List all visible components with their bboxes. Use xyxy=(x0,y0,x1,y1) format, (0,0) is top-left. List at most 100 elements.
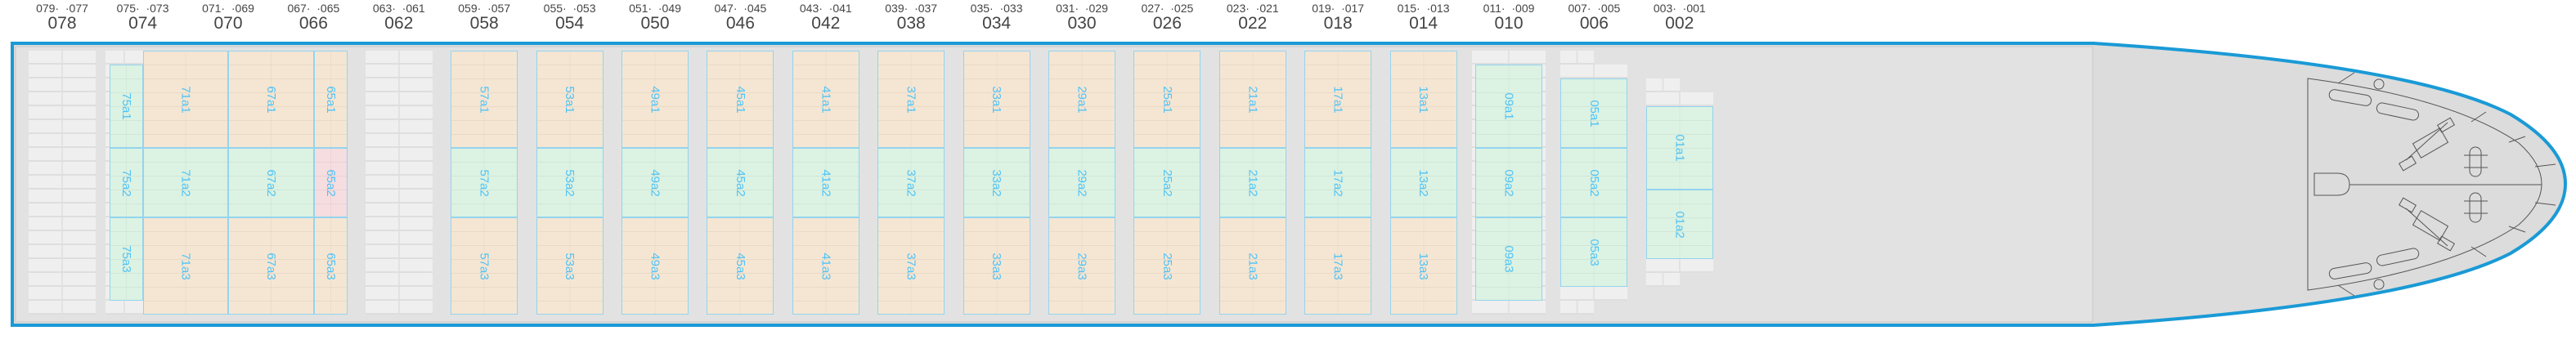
hatch-cover[interactable]: 53a3 xyxy=(536,217,604,315)
hatch-cover[interactable]: 17a2 xyxy=(1304,148,1372,217)
bay-range-label: 047· ·045 xyxy=(714,2,767,15)
bay-range-label: 067· ·065 xyxy=(287,2,340,15)
hatch-cover[interactable]: 41a1 xyxy=(792,51,859,148)
capstan-icon xyxy=(2464,146,2488,177)
hatch-cover[interactable]: 17a1 xyxy=(1304,51,1372,148)
hatch-cover[interactable]: 45a1 xyxy=(707,51,774,148)
hatch-cover[interactable]: 45a3 xyxy=(707,217,774,315)
hatch-cover[interactable]: 09a3 xyxy=(1475,217,1542,301)
hatch-cover[interactable]: 21a1 xyxy=(1218,51,1286,148)
hatch-label: 71a2 xyxy=(178,168,193,197)
hatch-cover[interactable]: 09a1 xyxy=(1475,65,1542,148)
hatch-label: 41a2 xyxy=(819,168,833,197)
hatch-cover[interactable]: 33a3 xyxy=(963,217,1030,315)
bay-number[interactable]: 010 xyxy=(1494,14,1524,33)
hatch-cover[interactable]: 49a1 xyxy=(622,51,689,148)
hatch-label: 25a2 xyxy=(1160,168,1174,197)
bay-range-label: 063· ·061 xyxy=(372,2,425,15)
bay-number[interactable]: 034 xyxy=(982,14,1012,33)
bay-number[interactable]: 002 xyxy=(1665,14,1694,33)
bay-number[interactable]: 078 xyxy=(47,14,77,33)
hatch-cover[interactable]: 67a1 xyxy=(228,51,314,148)
hatch-cover[interactable]: 41a3 xyxy=(792,217,859,315)
hatch-label: 05a2 xyxy=(1586,168,1601,197)
hatch-label: 67a2 xyxy=(264,168,278,197)
hatch-cover[interactable]: 09a2 xyxy=(1475,148,1542,217)
hatch-cover[interactable]: 33a1 xyxy=(963,51,1030,148)
hatch-label: 29a3 xyxy=(1075,252,1089,280)
hatch-cover[interactable]: 13a2 xyxy=(1389,148,1457,217)
hatch-cover[interactable]: 65a2 xyxy=(314,148,348,217)
hatch-cover[interactable]: 41a2 xyxy=(792,148,859,217)
hatch-cover[interactable]: 13a1 xyxy=(1389,51,1457,148)
hatch-cover[interactable]: 05a2 xyxy=(1560,148,1628,217)
hatch-cover[interactable]: 05a1 xyxy=(1560,78,1628,148)
hatch-label: 25a1 xyxy=(1160,85,1174,114)
hatch-cover[interactable]: 37a2 xyxy=(877,148,945,217)
bay-range-label: 007· ·005 xyxy=(1568,2,1621,15)
hatch-cover[interactable]: 37a3 xyxy=(877,217,945,315)
hatch-cover[interactable]: 17a3 xyxy=(1304,217,1372,315)
bay-number[interactable]: 074 xyxy=(128,14,158,33)
hatch-cover[interactable]: 71a3 xyxy=(143,217,228,315)
hatch-cover[interactable]: 67a3 xyxy=(228,217,314,315)
hatch-cover[interactable]: 29a2 xyxy=(1048,148,1115,217)
bay-range-label: 055· ·053 xyxy=(543,2,596,15)
bay-number[interactable]: 070 xyxy=(213,14,243,33)
bay-number[interactable]: 050 xyxy=(640,14,670,33)
hatch-cover[interactable]: 25a1 xyxy=(1133,51,1201,148)
bay-number[interactable]: 014 xyxy=(1409,14,1438,33)
bay-number[interactable]: 062 xyxy=(384,14,414,33)
hatch-cover[interactable]: 25a2 xyxy=(1133,148,1201,217)
bay-range-label: 015· ·013 xyxy=(1397,2,1450,15)
hatch-cover[interactable]: 71a1 xyxy=(143,51,228,148)
hatch-cover[interactable]: 71a2 xyxy=(143,148,228,217)
bay-number[interactable]: 066 xyxy=(298,14,328,33)
hatch-cover[interactable]: 21a2 xyxy=(1218,148,1286,217)
bay-number[interactable]: 018 xyxy=(1323,14,1353,33)
hatch-cover[interactable]: 29a1 xyxy=(1048,51,1115,148)
bay-number[interactable]: 042 xyxy=(811,14,841,33)
bay-header: 031· ·029 030 xyxy=(1039,2,1124,33)
hatch-cover[interactable]: 75a1 xyxy=(110,65,143,148)
bay-header: 051· ·049 050 xyxy=(613,2,698,33)
hatch-label: 05a1 xyxy=(1586,99,1601,127)
hatch-cover[interactable]: 49a3 xyxy=(622,217,689,315)
hatch-cover[interactable]: 53a1 xyxy=(536,51,604,148)
hatch-cover[interactable]: 29a3 xyxy=(1048,217,1115,315)
bay-header: 043· ·041 042 xyxy=(783,2,868,33)
hatch-cover[interactable]: 57a1 xyxy=(451,51,518,148)
bay-number[interactable]: 030 xyxy=(1067,14,1097,33)
hatch-cover[interactable]: 05a3 xyxy=(1560,217,1628,287)
hatch-cover[interactable]: 57a2 xyxy=(451,148,518,217)
hatch-cover[interactable]: 45a2 xyxy=(707,148,774,217)
bay-number[interactable]: 022 xyxy=(1238,14,1268,33)
hatch-label: 25a3 xyxy=(1160,252,1174,280)
hatch-cover[interactable]: 25a3 xyxy=(1133,217,1201,315)
hatch-cover[interactable]: 37a1 xyxy=(877,51,945,148)
hatch-label: 13a2 xyxy=(1416,168,1431,197)
bay-number[interactable]: 046 xyxy=(725,14,755,33)
bay-number[interactable]: 038 xyxy=(896,14,926,33)
hatch-label: 49a3 xyxy=(648,252,662,280)
windlass-icon xyxy=(2399,197,2455,252)
hatch-cover[interactable]: 33a2 xyxy=(963,148,1030,217)
hatch-cover[interactable]: 75a2 xyxy=(110,148,143,217)
hatch-cover[interactable]: 49a2 xyxy=(622,148,689,217)
hatch-cover[interactable]: 21a3 xyxy=(1218,217,1286,315)
hatch-cover[interactable]: 53a2 xyxy=(536,148,604,217)
hatch-cover[interactable]: 01a2 xyxy=(1645,190,1713,259)
bay-range-label: 019· ·017 xyxy=(1312,2,1365,15)
hatch-cover[interactable]: 01a1 xyxy=(1645,106,1713,190)
hatch-cover[interactable]: 75a3 xyxy=(110,217,143,301)
bay-number[interactable]: 054 xyxy=(555,14,585,33)
bollard-icon xyxy=(2328,248,2420,279)
hatch-cover[interactable]: 65a1 xyxy=(314,51,348,148)
hatch-cover[interactable]: 67a2 xyxy=(228,148,314,217)
bay-number[interactable]: 006 xyxy=(1579,14,1609,33)
hatch-cover[interactable]: 57a3 xyxy=(451,217,518,315)
bay-number[interactable]: 058 xyxy=(469,14,499,33)
hatch-cover[interactable]: 13a3 xyxy=(1389,217,1457,315)
bay-number[interactable]: 026 xyxy=(1152,14,1182,33)
hatch-cover[interactable]: 65a3 xyxy=(314,217,348,315)
